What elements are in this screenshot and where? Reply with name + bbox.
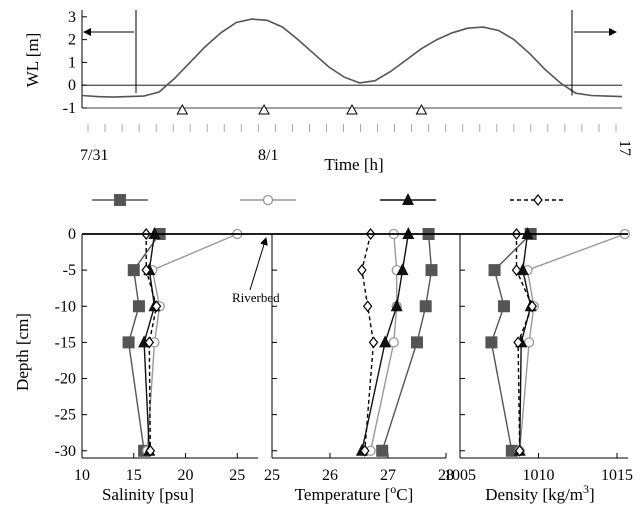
temperature-axis-label: Temperature [oC] — [295, 482, 414, 504]
profile-point — [376, 444, 389, 457]
legend-marker — [533, 194, 543, 206]
wl-triangle-marker — [258, 103, 270, 115]
wl-triangle-marker — [415, 103, 428, 115]
depth-tick-label: -5 — [63, 262, 76, 279]
profile-point — [488, 264, 501, 277]
panel-x-tick-label: 27 — [380, 467, 396, 484]
wl-series-line — [81, 18, 623, 98]
date-label-1: 8/1 — [258, 147, 278, 164]
panel-x-tick-label: 1010 — [523, 467, 555, 484]
profile-point — [511, 264, 522, 277]
profile-point — [485, 336, 498, 349]
legend-marker — [114, 194, 126, 206]
wl-ytick-label: -1 — [63, 100, 76, 117]
salinity-axis-label: Salinity [psu] — [102, 485, 194, 504]
profile-point — [516, 263, 529, 276]
depth-tick-label: 0 — [68, 226, 76, 243]
profile-point — [379, 335, 392, 348]
date-label-0: 7/31 — [80, 147, 108, 164]
profile-point — [388, 337, 399, 348]
depth-axis-label: Depth [cm] — [13, 313, 32, 391]
wl-axis-label: WL [m] — [23, 33, 42, 88]
profile-point — [425, 264, 438, 277]
profile-point — [145, 444, 156, 457]
depth-tick-label: -20 — [55, 371, 76, 388]
panel-x-tick-label: 25 — [229, 467, 245, 484]
legend-marker — [402, 193, 414, 205]
profile-point — [396, 263, 409, 276]
profile-series-line — [146, 233, 238, 451]
wl-ytick-label: 3 — [68, 9, 76, 26]
profile-point — [141, 264, 151, 277]
density-axis-label: Density [kg/m3] — [485, 482, 594, 504]
wl-ytick-label: 2 — [68, 32, 76, 49]
panel-x-tick-label: 1015 — [601, 467, 633, 484]
profile-point — [144, 336, 155, 349]
panel-x-tick-label: 26 — [322, 467, 338, 484]
profile-point — [148, 227, 161, 239]
panel-x-tick-label: 20 — [178, 467, 194, 484]
depth-tick-label: -30 — [55, 443, 76, 460]
panel-x-tick-label: 10 — [74, 467, 90, 484]
wl-triangle-marker — [176, 103, 189, 115]
panel-x-tick-label: 25 — [264, 467, 280, 484]
profile-point — [419, 300, 432, 313]
profile-point — [497, 300, 510, 313]
depth-tick-label: -10 — [55, 298, 76, 315]
profile-point — [521, 227, 534, 239]
wl-ytick-label: 0 — [68, 77, 76, 94]
profile-point — [151, 300, 162, 313]
depth-tick-label: -25 — [55, 407, 76, 424]
profile-point — [357, 264, 367, 277]
time-end-label: 17 — [616, 140, 633, 156]
profile-series-line — [519, 233, 626, 451]
profile-point — [362, 300, 373, 313]
profile-point — [411, 336, 423, 349]
legend-marker — [262, 194, 274, 206]
profile-panels: Depth [cm] Salinity [psu] Temperature [o… — [13, 226, 633, 504]
profile-point — [513, 336, 523, 349]
profile-point — [132, 300, 145, 313]
legend — [92, 193, 566, 206]
profile-point — [122, 336, 135, 349]
wl-ytick-label: 1 — [68, 54, 76, 71]
riverbed-annotation: Riverbed — [232, 290, 280, 305]
profile-point — [368, 336, 379, 349]
depth-tick-label: -15 — [55, 334, 76, 351]
water-level-panel: WL [m] Time [h] 7/31 8/1 17 3 2 1 0 -1 — [23, 9, 633, 174]
profile-point — [127, 264, 140, 277]
panel-x-tick-label: 15 — [126, 467, 142, 484]
profile-series-line — [515, 234, 533, 451]
profile-point — [514, 444, 525, 457]
profile-point — [390, 299, 403, 312]
time-axis-label: Time [h] — [324, 155, 383, 174]
wl-triangle-marker — [346, 103, 358, 115]
panel-x-tick-label: 1005 — [444, 467, 476, 484]
profile-point — [360, 444, 370, 457]
profile-point — [527, 300, 537, 313]
panel-x-tick-label: 28 — [438, 467, 454, 484]
riverbed-arrow — [249, 237, 268, 291]
profile-point — [402, 227, 415, 239]
